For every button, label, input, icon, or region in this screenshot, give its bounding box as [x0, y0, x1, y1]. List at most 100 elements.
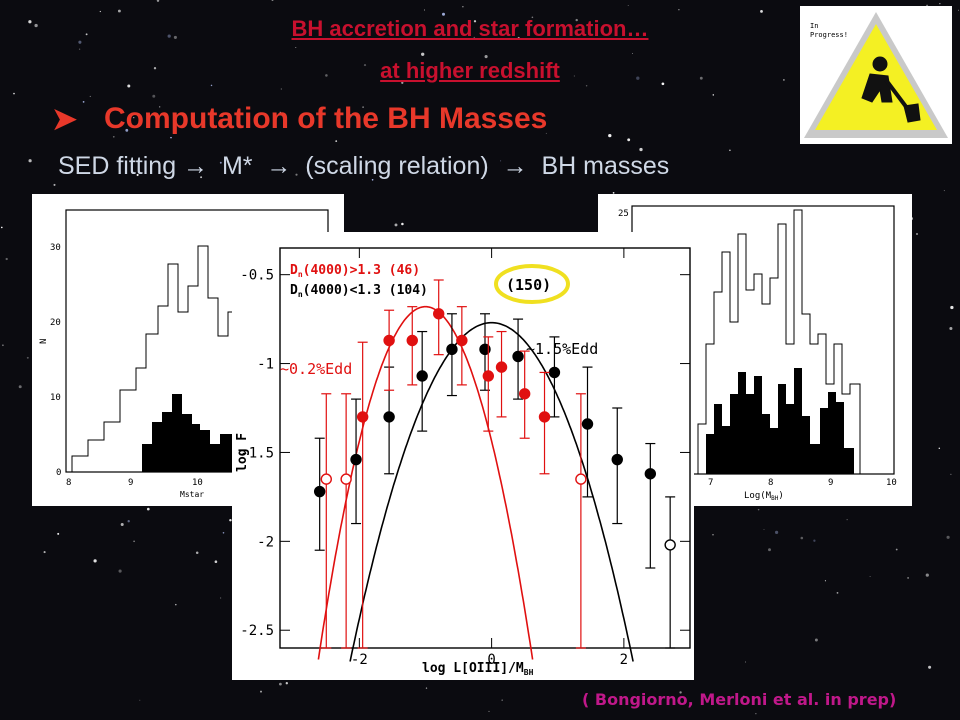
y-tick-label: -0.5	[240, 268, 274, 284]
star	[78, 40, 82, 44]
star	[57, 532, 60, 535]
data-point	[581, 418, 594, 430]
plot-frame	[279, 247, 691, 649]
star	[82, 101, 85, 103]
star	[501, 699, 503, 701]
star	[775, 530, 779, 535]
right-xlabel: Log(MBH)	[744, 491, 784, 502]
left-xtick-8: 8	[66, 478, 71, 488]
data-point	[356, 411, 369, 423]
sed-pipeline-text: SED fitting → M* → (scaling relation) → …	[58, 152, 670, 180]
main-chart-panel: -0.5 -1 -1.5 -2 -2.5 -2 0 2 Dn(4000)>1.3 (46) D…	[232, 232, 694, 680]
y-tick-label: -2.5	[240, 623, 274, 639]
star	[394, 223, 398, 227]
star	[146, 507, 150, 511]
star	[28, 159, 32, 163]
star	[348, 114, 352, 118]
star	[159, 106, 161, 108]
star	[484, 55, 488, 59]
left-ylabel: N	[39, 339, 49, 344]
data-point	[340, 473, 352, 485]
star	[783, 79, 785, 81]
star	[895, 548, 898, 551]
star	[679, 691, 682, 694]
star	[425, 687, 428, 689]
data-point	[518, 388, 531, 400]
star	[93, 559, 97, 563]
mstar-histogram: N 0 10 20 30 8 9 10 Mstar	[39, 209, 329, 499]
star	[99, 10, 101, 13]
star	[340, 165, 343, 167]
star	[401, 81, 404, 84]
star	[5, 257, 8, 261]
left-ytick-0: 0	[56, 468, 61, 478]
star	[295, 47, 297, 48]
x-tick-label: 2	[620, 652, 628, 668]
star	[89, 95, 91, 97]
main-ylabel: log F	[235, 433, 250, 472]
data-point	[575, 473, 587, 485]
star	[229, 518, 232, 522]
star	[729, 149, 731, 152]
star	[814, 638, 818, 642]
left-ytick-10: 10	[50, 393, 61, 403]
star	[200, 176, 203, 179]
star	[946, 535, 950, 539]
star	[195, 551, 199, 555]
left-xtick-9: 9	[128, 478, 133, 488]
star	[112, 135, 115, 138]
star	[117, 9, 121, 13]
data-point	[479, 343, 491, 356]
star	[53, 183, 56, 186]
right-xtick-10: 10	[886, 478, 897, 488]
star	[18, 385, 22, 389]
data-point	[538, 411, 551, 423]
star	[500, 160, 502, 162]
section-heading: Computation of the BH Masses	[104, 102, 548, 135]
right-xtick-9: 9	[828, 478, 833, 488]
star	[43, 551, 46, 554]
x-tick-label: 0	[487, 652, 495, 668]
star	[916, 233, 918, 235]
star	[120, 522, 124, 527]
star	[744, 661, 747, 663]
star	[125, 128, 129, 132]
star	[34, 23, 38, 28]
star	[421, 52, 425, 56]
data-point	[456, 334, 468, 347]
star	[907, 576, 910, 579]
star	[424, 9, 426, 11]
left-ytick-30: 30	[50, 243, 61, 253]
y-tick-label: -1	[257, 357, 274, 373]
star	[219, 597, 222, 599]
star	[363, 64, 367, 67]
star	[136, 173, 139, 177]
star	[214, 560, 218, 563]
star	[661, 82, 665, 86]
star	[78, 48, 81, 50]
star	[585, 85, 588, 87]
star	[763, 529, 765, 531]
star	[13, 92, 15, 95]
count-badge-ring	[494, 264, 570, 304]
star	[545, 132, 547, 134]
star	[153, 67, 157, 70]
star	[742, 695, 746, 699]
star	[335, 140, 338, 142]
star	[156, 0, 160, 2]
legend-red: Dn(4000)>1.3 (46)	[290, 263, 420, 279]
star	[280, 88, 282, 90]
badge-text-2: Progress!	[810, 31, 848, 39]
star	[678, 8, 680, 11]
y-tick-label: -1.5	[240, 445, 274, 461]
star	[627, 138, 631, 142]
star	[824, 580, 826, 582]
star	[488, 710, 490, 712]
star	[170, 136, 172, 139]
star	[608, 133, 612, 138]
star	[575, 18, 578, 22]
count-badge-text: (150)	[506, 276, 551, 294]
star	[0, 226, 3, 229]
data-point	[350, 453, 362, 466]
star	[612, 192, 615, 194]
